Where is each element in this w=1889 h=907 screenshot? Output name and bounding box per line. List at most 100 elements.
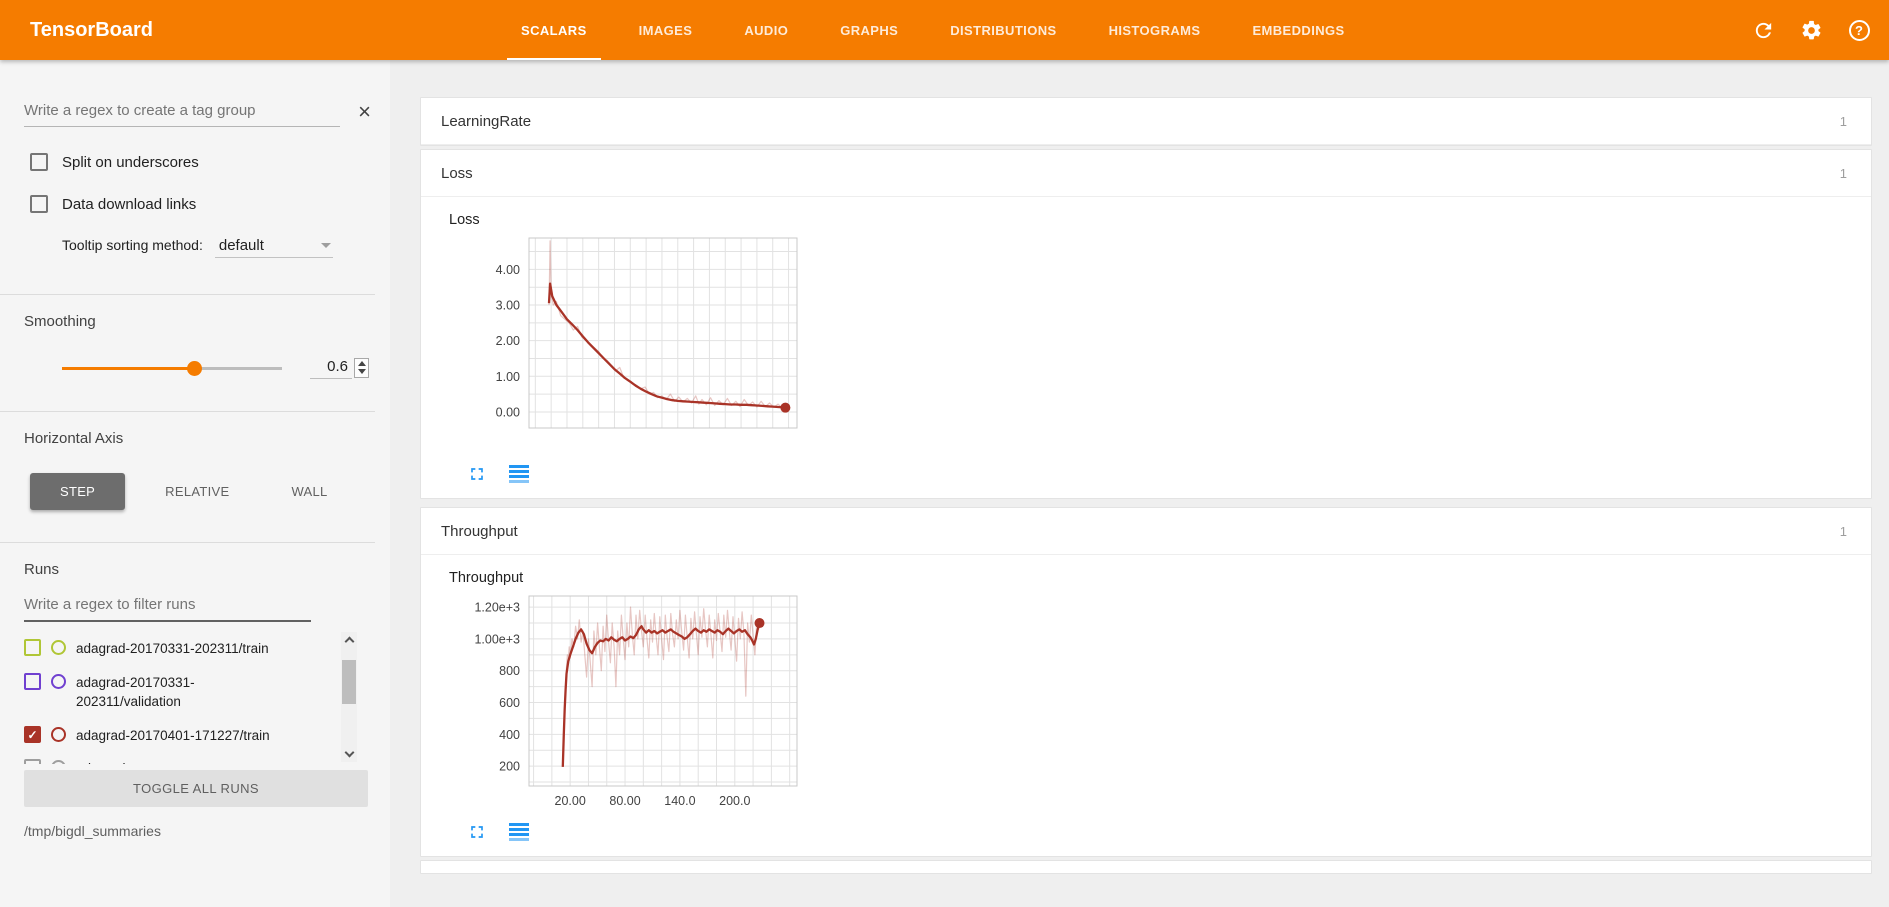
run-name: adagrad-20170401-171227/train [76, 727, 270, 743]
step-up-icon[interactable] [357, 361, 366, 366]
split-underscores-checkbox[interactable]: Split on underscores [30, 153, 375, 171]
tab-embeddings[interactable]: EMBEDDINGS [1252, 22, 1345, 38]
smoothing-label: Smoothing [24, 313, 96, 330]
section-title: LearningRate [441, 112, 532, 130]
svg-text:3.00: 3.00 [496, 299, 520, 313]
section-title: Throughput [441, 522, 518, 540]
tag-filter-input[interactable] [24, 96, 341, 127]
settings-icon[interactable] [1799, 18, 1823, 42]
section-title: Loss [441, 164, 473, 182]
run-checkbox[interactable] [24, 672, 41, 690]
tab-audio[interactable]: AUDIO [744, 22, 789, 38]
toggle-all-runs-button[interactable]: TOGGLE ALL RUNS [24, 770, 368, 807]
run-list: adagrad-20170331-202311/train adagrad-20… [24, 632, 375, 764]
tab-histograms[interactable]: HISTOGRAMS [1108, 22, 1201, 38]
svg-text:4.00: 4.00 [496, 263, 520, 277]
run-name: adagrad-20170331-202311/train [76, 641, 269, 656]
help-glyph: ? [1848, 19, 1870, 41]
runs-label: Runs [24, 561, 60, 578]
run-color-circle[interactable] [51, 760, 66, 764]
loss-chart[interactable]: 0.00 1.00 2.00 3.00 4.00 [449, 232, 809, 454]
svg-text:200: 200 [499, 760, 520, 774]
svg-text:1.00e+3: 1.00e+3 [474, 632, 520, 646]
axis-relative-button[interactable]: RELATIVE [165, 484, 230, 499]
section-count-badge: 1 [1839, 523, 1847, 539]
svg-text:80.00: 80.00 [609, 794, 640, 808]
tab-scalars[interactable]: SCALARS [495, 0, 613, 60]
svg-text:600: 600 [499, 696, 520, 710]
chart-title-throughput: Throughput [449, 570, 524, 586]
main-panel: LearningRate 1 Loss 1 Loss 0.00 1.00 2.00 3… [390, 60, 1889, 907]
tab-images[interactable]: IMAGES [638, 22, 693, 38]
expand-chart-icon[interactable] [467, 822, 487, 842]
log-directory-path: /tmp/bigdl_summaries [24, 823, 161, 839]
checkbox-icon [30, 153, 48, 171]
data-series-icon[interactable] [509, 822, 529, 842]
step-down-icon[interactable] [357, 369, 366, 374]
run-item-partial[interactable]: adagrad-… [24, 752, 335, 764]
runs-filter-input[interactable] [24, 590, 311, 622]
tooltip-sorting-dropdown[interactable]: default [214, 237, 333, 258]
divider [0, 411, 375, 412]
section-loss-header[interactable]: Loss 1 [421, 150, 1871, 197]
smoothing-value[interactable]: 0.6 [310, 356, 352, 379]
section-count-badge: 1 [1839, 165, 1847, 181]
throughput-chart[interactable]: 200 400 600 800 1.00e+3 1.20e+3 20.00 80.00 140.… [449, 590, 809, 812]
svg-text:2.00: 2.00 [496, 334, 520, 348]
app-header: TensorBoard SCALARS IMAGES AUDIO GRAPHS … [0, 0, 1889, 60]
smoothing-slider[interactable] [62, 360, 282, 376]
tab-bar: SCALARS IMAGES AUDIO GRAPHS DISTRIBUTION… [495, 0, 1371, 60]
section-loss: Loss 1 Loss 0.00 1.00 2.00 3.00 4.00 [420, 149, 1872, 499]
section-throughput-header[interactable]: Throughput 1 [421, 508, 1871, 555]
svg-text:0.00: 0.00 [496, 405, 520, 419]
tab-distributions[interactable]: DISTRIBUTIONS [950, 22, 1057, 38]
svg-text:20.00: 20.00 [555, 794, 586, 808]
help-icon[interactable]: ? [1847, 18, 1871, 42]
run-color-circle[interactable] [51, 640, 66, 655]
chevron-down-icon [320, 243, 331, 248]
axis-step-button[interactable]: STEP [30, 473, 126, 510]
run-list-scrollbar[interactable] [341, 632, 357, 762]
checkbox-label: Split on underscores [62, 153, 199, 171]
smoothing-stepper[interactable] [354, 357, 369, 378]
run-checkbox-checked[interactable]: ✓ [24, 725, 41, 743]
svg-text:1.00: 1.00 [496, 370, 520, 384]
run-color-circle[interactable] [51, 726, 66, 742]
section-throughput: Throughput 1 Throughput 200 400 600 800 1.00… [420, 507, 1872, 857]
divider [0, 294, 375, 295]
run-item[interactable]: adagrad-20170331-202311/validation [24, 666, 335, 719]
close-icon[interactable]: × [358, 98, 371, 124]
tab-graphs[interactable]: GRAPHS [840, 22, 899, 38]
data-download-checkbox[interactable]: Data download links [30, 195, 375, 213]
svg-text:400: 400 [499, 728, 520, 742]
section-learningrate-header[interactable]: LearningRate 1 [421, 98, 1871, 145]
scroll-down-icon[interactable] [341, 747, 357, 762]
svg-text:800: 800 [499, 664, 520, 678]
next-section-header-partial[interactable] [420, 860, 1872, 874]
svg-text:1.20e+3: 1.20e+3 [474, 601, 520, 615]
svg-text:200.0: 200.0 [719, 794, 750, 808]
run-color-circle[interactable] [51, 673, 66, 689]
run-item[interactable]: adagrad-20170331-202311/train [24, 632, 335, 666]
checkbox-icon [30, 195, 48, 213]
svg-text:140.0: 140.0 [664, 794, 695, 808]
refresh-icon[interactable] [1751, 18, 1775, 42]
divider [0, 542, 375, 543]
horizontal-axis-label: Horizontal Axis [24, 430, 124, 447]
checkbox-label: Data download links [62, 195, 197, 213]
scroll-up-icon[interactable] [341, 632, 357, 647]
run-name: adagrad-… [76, 759, 288, 764]
data-series-icon[interactable] [509, 464, 529, 484]
sidebar: × Split on underscores Data download lin… [0, 60, 390, 907]
section-learningrate: LearningRate 1 [420, 97, 1872, 146]
run-item[interactable]: ✓ adagrad-20170401-171227/train [24, 719, 335, 753]
scrollbar-thumb[interactable] [342, 660, 356, 704]
run-checkbox[interactable] [24, 639, 41, 656]
dropdown-value: default [218, 237, 264, 254]
tooltip-sorting-label: Tooltip sorting method: [62, 237, 203, 253]
slider-fill [62, 366, 194, 370]
expand-chart-icon[interactable] [467, 464, 487, 484]
slider-thumb[interactable] [187, 360, 202, 376]
axis-wall-button[interactable]: WALL [291, 484, 328, 499]
run-checkbox[interactable] [24, 759, 41, 764]
